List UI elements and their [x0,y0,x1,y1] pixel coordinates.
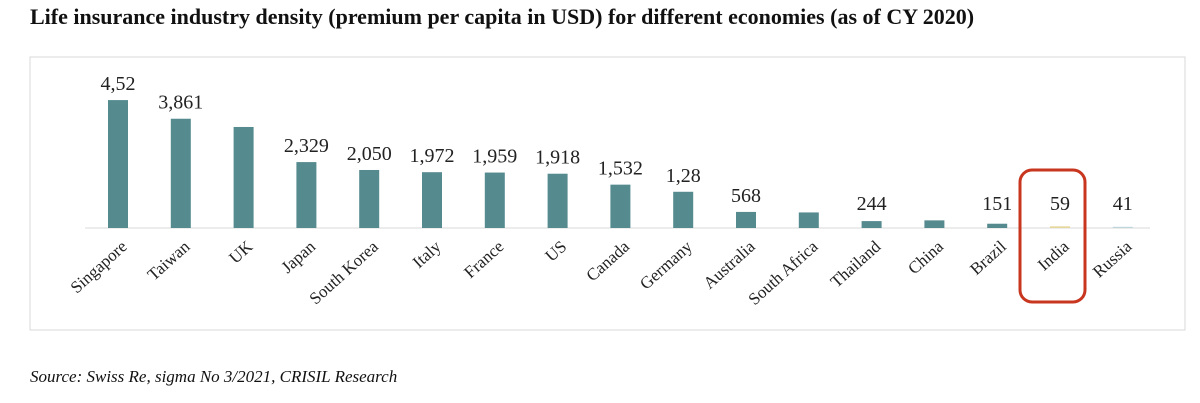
x-tick-label: Taiwan [144,237,194,285]
x-tick-label: France [460,237,507,282]
bar [484,172,505,228]
x-tick-label: Australia [700,237,759,293]
bar [861,221,882,228]
x-tick-label: UK [225,236,256,267]
data-label: 244 [857,193,887,215]
x-tick-label: South Africa [745,237,822,309]
bar [422,172,442,228]
data-label: 41 [1113,193,1133,215]
bar [359,169,380,228]
bar [547,173,568,228]
bar [736,211,756,228]
x-tick-label: India [1034,237,1073,275]
bar [170,118,191,228]
x-tick-label: Germany [636,237,696,294]
bar [1050,226,1070,228]
bar [610,184,631,228]
x-tick-label: Italy [409,237,445,272]
data-label: 59 [1050,193,1070,215]
x-tick-label: South Korea [306,237,383,309]
data-label: 2,329 [284,135,329,157]
bar [924,220,945,228]
bar [233,126,254,228]
data-label: 151 [982,193,1012,215]
source-note: Source: Swiss Re, sigma No 3/2021, CRISI… [30,367,397,386]
highlight-box [1018,168,1087,304]
data-label: 1,918 [535,147,580,169]
data-label: 1,532 [598,158,643,180]
data-label: 568 [731,185,761,207]
x-tick-label: Canada [582,237,633,286]
bar [1112,226,1133,228]
data-label: 1,972 [410,145,455,167]
data-label: 4,52 [101,73,136,95]
data-label: 1,959 [472,146,517,168]
bar [296,162,317,228]
data-label: 1,28 [666,165,701,187]
x-tick-label: Brazil [966,237,1010,279]
x-tick-label: Japan [278,237,320,277]
x-tick-label: Russia [1089,237,1136,282]
chart-title: Life insurance industry density (premium… [30,4,974,29]
bar [987,223,1008,228]
x-tick-label: Singapore [67,237,131,297]
x-tick-label: Thailand [827,237,885,292]
plot-frame [29,56,1186,331]
x-tick-label: China [904,237,947,279]
data-label: 3,861 [158,92,203,114]
bar [798,212,819,228]
data-label: 2,050 [347,143,392,165]
x-tick-label: US [541,237,570,266]
bar [108,100,128,228]
bar [673,191,694,228]
